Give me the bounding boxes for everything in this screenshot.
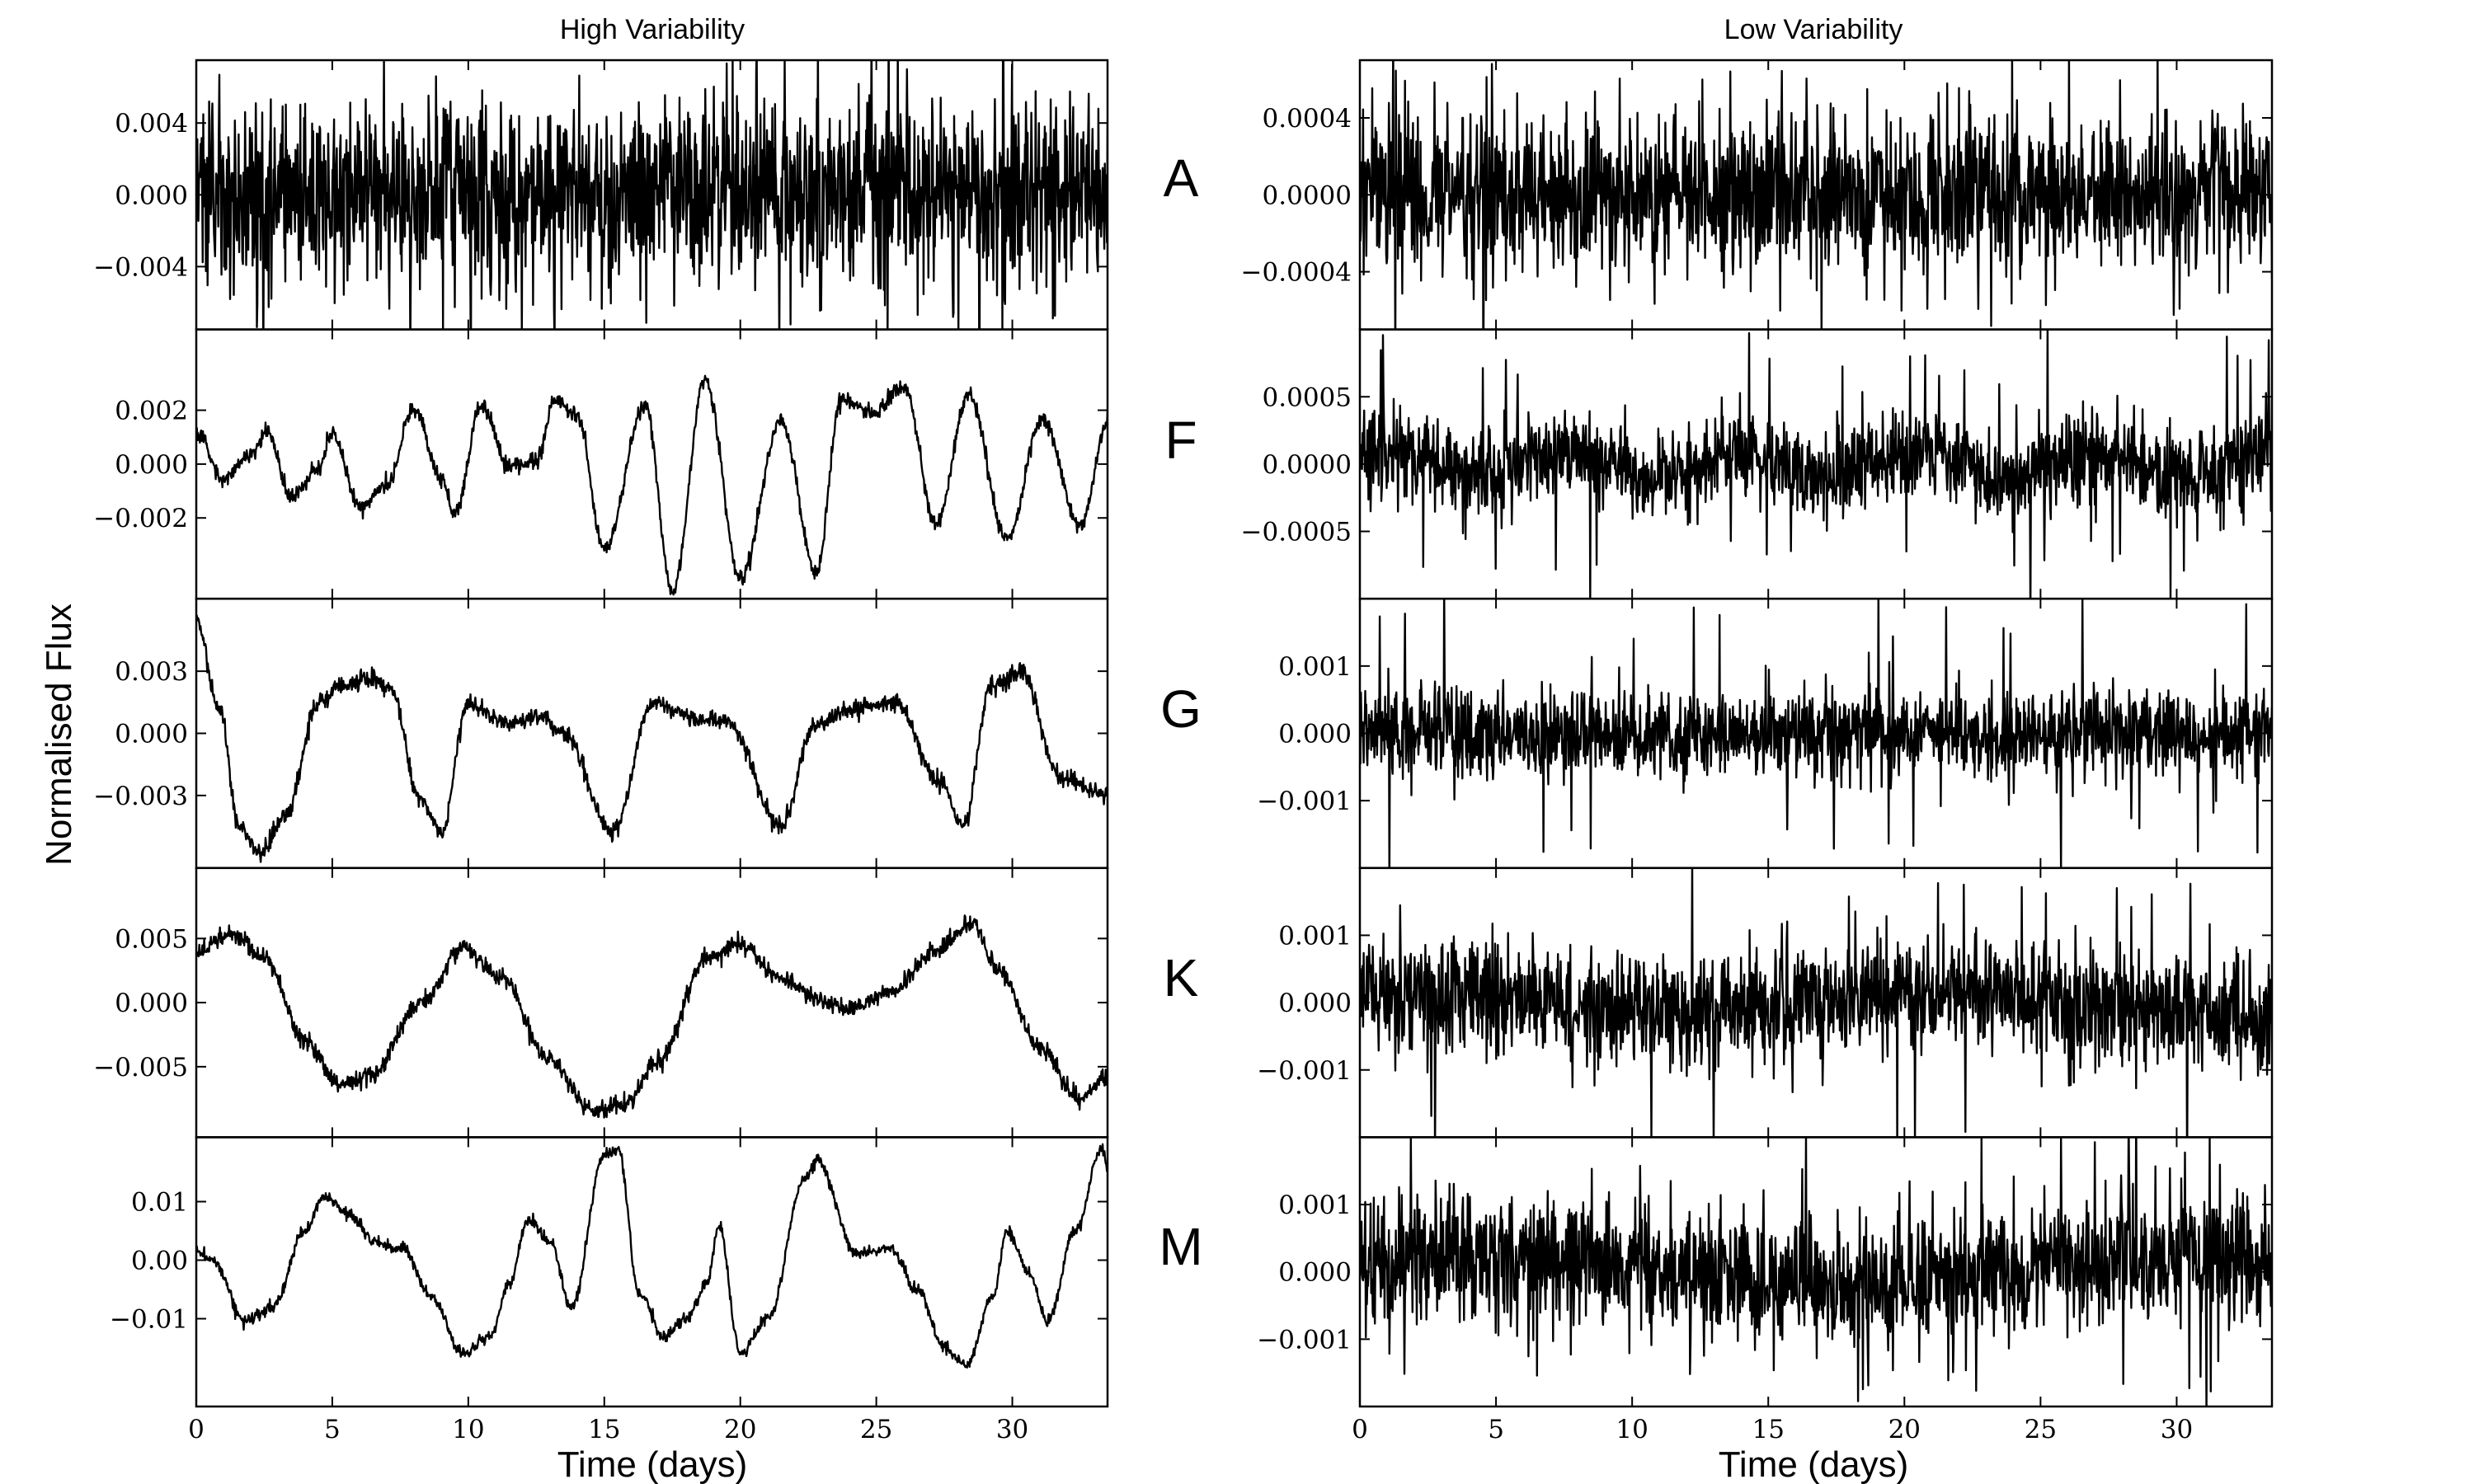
y-tick-label: −0.01 — [110, 1305, 188, 1335]
panel-high-k-frame — [195, 866, 1109, 1139]
row-label-f: F — [1164, 411, 1197, 470]
panel-low-g: 0.001 0.000 −0.001 — [1257, 597, 2274, 870]
row-label-a: A — [1164, 148, 1199, 208]
panel-low-k: 0.001 0.000 −0.001 — [1257, 866, 2274, 1139]
y-tick-label: 0.000 — [115, 181, 188, 210]
y-tick-label: 0.000 — [115, 989, 188, 1018]
x-axis-label-left: Time (days) — [557, 1444, 748, 1484]
x-tick-label: 25 — [2025, 1415, 2057, 1444]
low-variability-title: Low Variability — [1724, 14, 1903, 45]
y-tick-label: 0.002 — [115, 397, 188, 426]
panel-low-g-series — [1360, 599, 2272, 868]
x-axis-label-right: Time (days) — [1719, 1444, 1909, 1484]
panel-low-m-series — [1360, 1137, 2272, 1407]
y-tick-label: 0.000 — [1278, 989, 1352, 1018]
y-tick-label: 0.000 — [115, 450, 188, 480]
y-tick-label: −0.0005 — [1241, 518, 1352, 547]
panel-high-a: 0.004 0.000 −0.004 — [93, 59, 1109, 331]
panel-high-k: 0.005 0.000 −0.005 — [93, 866, 1109, 1139]
y-tick-label: 0.01 — [131, 1188, 188, 1218]
panel-high-g: 0.003 0.000 −0.003 — [93, 597, 1109, 870]
panel-low-m: 0.001 0.000 −0.001 0 5 10 15 20 25 30 — [1257, 1136, 2274, 1444]
x-tick-label: 15 — [1752, 1415, 1784, 1444]
panel-high-k-series — [196, 914, 1108, 1119]
panel-low-f-series — [1360, 329, 2272, 599]
high-variability-title: High Variability — [560, 14, 745, 45]
panel-low-k-series — [1360, 867, 2272, 1138]
y-tick-label: −0.001 — [1257, 1325, 1352, 1355]
y-tick-label: 0.005 — [115, 924, 188, 954]
panel-low-a: 0.0004 0.0000 −0.0004 — [1241, 59, 2274, 331]
panel-high-m: 0.01 0.00 −0.01 0 5 10 15 20 25 30 — [110, 1136, 1109, 1444]
x-tick-label: 25 — [860, 1415, 892, 1444]
panels-group: 0.0040.000−0.0040.0020.000−0.0020.0030.0… — [93, 59, 2274, 1444]
panel-high-f-series — [196, 374, 1108, 596]
row-label-k: K — [1164, 948, 1199, 1007]
y-tick-label: 0.000 — [1278, 720, 1352, 749]
x-tick-label: 5 — [1488, 1415, 1504, 1444]
panel-high-a-series — [196, 60, 1108, 330]
y-tick-label: 0.0000 — [1263, 181, 1352, 210]
y-tick-label: −0.0004 — [1241, 258, 1352, 288]
row-label-m: M — [1159, 1217, 1202, 1276]
y-tick-label: 0.001 — [1278, 1190, 1352, 1220]
y-tick-label: 0.004 — [115, 109, 188, 139]
y-tick-label: 0.0005 — [1263, 383, 1352, 412]
y-tick-label: 0.00 — [131, 1247, 188, 1276]
panel-low-a-series — [1360, 60, 2272, 330]
panel-high-m-frame — [195, 1136, 1109, 1408]
y-tick-label: 0.001 — [1278, 652, 1352, 682]
x-tick-label: 30 — [996, 1415, 1028, 1444]
panel-high-f-frame — [195, 328, 1109, 600]
y-tick-label: −0.002 — [93, 504, 188, 533]
y-tick-label: −0.004 — [93, 252, 188, 282]
y-tick-label: 0.000 — [1278, 1258, 1352, 1288]
panel-high-g-frame — [195, 597, 1109, 870]
row-label-g: G — [1160, 679, 1202, 739]
panel-low-f: 0.0005 0.0000 −0.0005 — [1241, 328, 2274, 600]
y-tick-label: 0.001 — [1278, 921, 1352, 951]
x-tick-label: 10 — [452, 1415, 484, 1444]
panel-high-m-series — [196, 1143, 1108, 1369]
y-axis-label: Normalised Flux — [39, 603, 79, 866]
panel-high-f: 0.002 0.000 −0.002 — [93, 328, 1109, 600]
x-tick-label: 10 — [1616, 1415, 1648, 1444]
x-tick-label: 5 — [324, 1415, 341, 1444]
x-tick-label: 15 — [588, 1415, 620, 1444]
x-tick-label: 20 — [1888, 1415, 1921, 1444]
y-tick-label: −0.003 — [93, 782, 188, 811]
x-tick-label: 20 — [724, 1415, 756, 1444]
y-tick-label: −0.005 — [93, 1053, 188, 1082]
y-tick-label: −0.001 — [1257, 787, 1352, 816]
x-tick-label: 30 — [2161, 1415, 2193, 1444]
y-tick-label: 0.003 — [115, 657, 188, 687]
y-tick-label: 0.000 — [115, 720, 188, 749]
y-tick-label: 0.0004 — [1263, 104, 1352, 134]
x-tick-label: 0 — [1352, 1415, 1368, 1444]
panel-high-g-series — [196, 614, 1108, 863]
y-tick-label: −0.001 — [1257, 1056, 1352, 1086]
y-tick-label: 0.0000 — [1263, 450, 1352, 480]
x-tick-label: 0 — [188, 1415, 205, 1444]
